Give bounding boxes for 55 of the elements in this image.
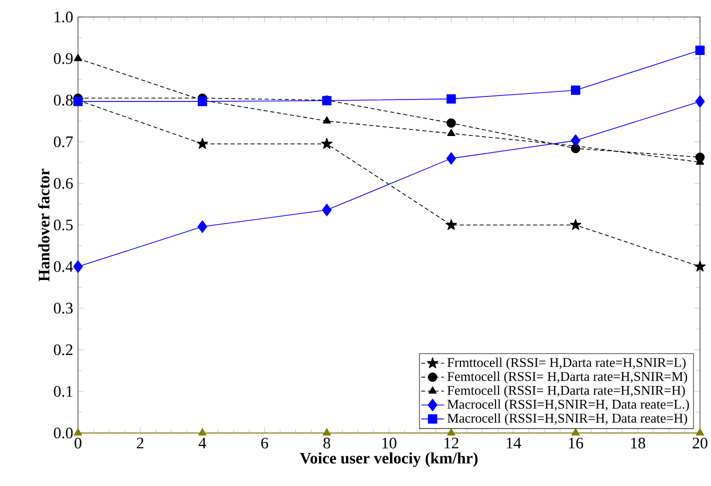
point bbox=[446, 118, 456, 128]
y-tick-label: 0.1 bbox=[54, 386, 72, 397]
x-tick-label: 6 bbox=[261, 438, 268, 448]
point bbox=[322, 116, 331, 124]
point bbox=[696, 428, 704, 436]
point bbox=[198, 220, 208, 233]
legend-label: Femtocell (RSSI= H,Darta rate=H,SNIR=M) bbox=[447, 372, 688, 384]
x-tick-label: 18 bbox=[631, 438, 646, 448]
point bbox=[74, 428, 82, 436]
y-tick-label: 0.9 bbox=[54, 53, 73, 64]
y-tick-label: 0.8 bbox=[54, 94, 73, 106]
y-tick-label: 0.2 bbox=[54, 344, 72, 356]
y-tick-label: 1.0 bbox=[54, 12, 73, 22]
x-tick-label: 4 bbox=[198, 438, 206, 448]
x-tick-label: 8 bbox=[323, 438, 330, 448]
x-tick-label: 2 bbox=[136, 438, 144, 448]
point bbox=[196, 138, 208, 149]
point bbox=[446, 152, 456, 165]
y-tick-label: 0.6 bbox=[54, 178, 73, 189]
x-tick-label: 0 bbox=[74, 438, 82, 448]
point bbox=[447, 128, 456, 136]
point bbox=[695, 46, 705, 55]
point bbox=[695, 95, 705, 108]
legend-label: Femtocell (RSSI= H,Darta rate=H,SNIR=H) bbox=[447, 385, 685, 398]
point bbox=[74, 54, 82, 62]
point bbox=[73, 96, 83, 106]
point bbox=[198, 96, 208, 106]
point bbox=[198, 428, 206, 436]
point bbox=[321, 138, 332, 149]
point bbox=[446, 94, 456, 104]
y-axis-title: Handover factor bbox=[38, 168, 50, 282]
point bbox=[694, 260, 706, 272]
point bbox=[322, 428, 331, 436]
x-tick-label: 20 bbox=[692, 438, 708, 448]
y-tick-label: 0.7 bbox=[54, 136, 73, 148]
point bbox=[446, 219, 457, 230]
legend-label: Frmttocell (RSSI= H,Darta rate=H,SNIR=L) bbox=[447, 358, 686, 370]
point bbox=[570, 219, 582, 230]
point bbox=[572, 428, 580, 436]
x-tick-label: 10 bbox=[382, 438, 396, 448]
point bbox=[73, 260, 83, 273]
legend-label: Macrocell (RSSI=H,SNIR=H, Data reate=L.) bbox=[447, 399, 689, 412]
point bbox=[570, 86, 580, 95]
x-tick-label: 16 bbox=[569, 438, 584, 448]
x-tick-label: 14 bbox=[506, 438, 522, 448]
y-tick-label: 0.0 bbox=[54, 428, 73, 438]
point bbox=[322, 204, 332, 216]
x-axis-title: Voice user velociy (km/hr) bbox=[300, 452, 478, 467]
point bbox=[447, 428, 456, 436]
y-tick-label: 0.4 bbox=[54, 261, 74, 272]
legend-label: Macrocell (RSSI=H,SNIR=H, Data reate=H) bbox=[447, 413, 688, 426]
y-tick-label: 0.3 bbox=[54, 302, 73, 314]
x-tick-label: 12 bbox=[444, 438, 458, 448]
y-tick-label: 0.5 bbox=[54, 220, 73, 230]
point bbox=[570, 134, 580, 147]
